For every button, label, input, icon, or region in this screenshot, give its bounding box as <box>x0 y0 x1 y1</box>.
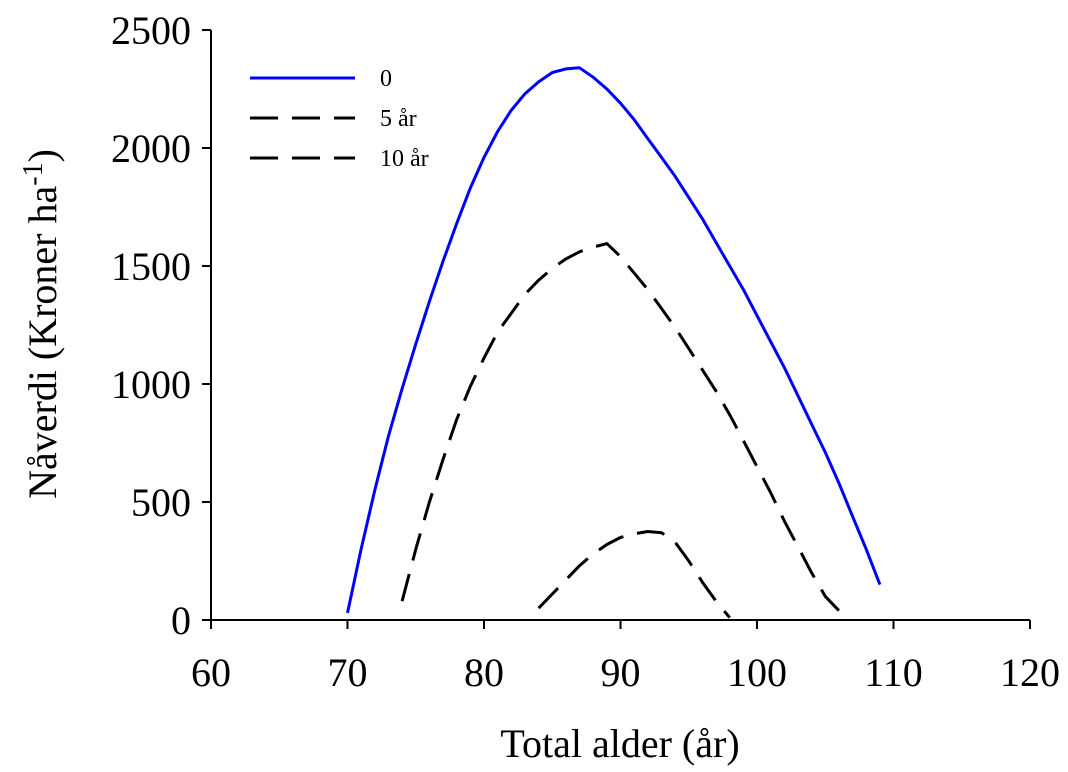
y-tick-label: 1500 <box>111 244 191 289</box>
x-tick-label: 60 <box>191 650 231 695</box>
x-tick-label: 80 <box>464 650 504 695</box>
x-tick-label: 120 <box>1000 650 1060 695</box>
y-tick-label: 1000 <box>111 362 191 407</box>
y-tick-label: 2000 <box>111 126 191 171</box>
y-tick-label: 2500 <box>111 8 191 53</box>
x-tick-label: 100 <box>727 650 787 695</box>
y-axis-title-sup: -1 <box>18 162 49 185</box>
series-line-2 <box>537 530 731 619</box>
legend-label-0: 0 <box>380 66 392 92</box>
legend: 0 5 år 10 år <box>250 66 429 172</box>
x-tick-label: 90 <box>601 650 641 695</box>
legend-label-1: 5 år <box>380 106 417 132</box>
x-tick-label: 110 <box>864 650 923 695</box>
x-tick-label: 70 <box>328 650 368 695</box>
x-axis-title: Total alder (år) <box>500 721 739 766</box>
y-axis-title: Nåverdi (Kroner ha-1) <box>18 149 65 499</box>
y-tick-label: 0 <box>171 598 191 643</box>
axes: 60 70 80 90 100 110 120 0 500 1000 1500 2000 2500 <box>111 8 1060 695</box>
series-line-1 <box>400 242 840 612</box>
series-group <box>346 66 882 619</box>
y-axis-title-main: Nåverdi (Kroner ha <box>20 185 65 498</box>
y-axis-title-close: ) <box>20 149 65 162</box>
y-tick-label: 500 <box>131 480 191 525</box>
series-line-0 <box>346 66 882 614</box>
legend-label-2: 10 år <box>380 146 429 172</box>
y-axis-title-group: Nåverdi (Kroner ha-1) <box>18 149 65 499</box>
